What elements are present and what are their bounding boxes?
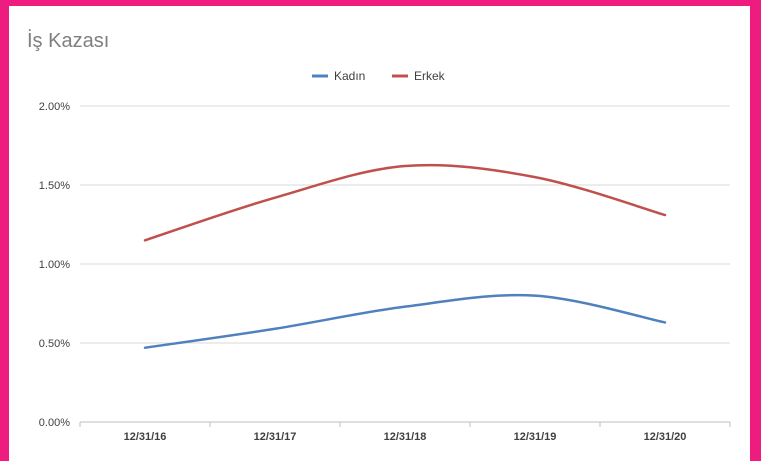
- y-tick-label: 0.00%: [39, 417, 70, 429]
- legend: Kadın Erkek: [312, 69, 446, 83]
- y-tick-label: 1.50%: [39, 180, 70, 192]
- legend-label: Erkek: [414, 69, 446, 83]
- x-tick-label: 12/31/19: [514, 431, 557, 443]
- y-axis-ticks: 0.00% 0.50% 1.00% 1.50% 2.00%: [39, 101, 70, 429]
- series-line-0: [143, 293, 667, 349]
- series-lines: [143, 163, 667, 349]
- x-tick-label: 12/31/20: [644, 431, 687, 443]
- x-tick-label: 12/31/18: [384, 431, 427, 443]
- gridlines: [80, 105, 730, 423]
- x-tick-label: 12/31/17: [254, 431, 297, 443]
- series-line-1: [143, 163, 667, 242]
- y-tick-label: 2.00%: [39, 101, 70, 113]
- legend-label: Kadın: [334, 69, 365, 83]
- chart-title: İş Kazası: [27, 29, 109, 52]
- x-tick-label: 12/31/16: [124, 431, 167, 443]
- y-tick-label: 0.50%: [39, 338, 70, 350]
- y-tick-label: 1.00%: [39, 259, 70, 271]
- x-axis-ticks: 12/31/16 12/31/17 12/31/18 12/31/19 12/31/20: [79, 422, 731, 443]
